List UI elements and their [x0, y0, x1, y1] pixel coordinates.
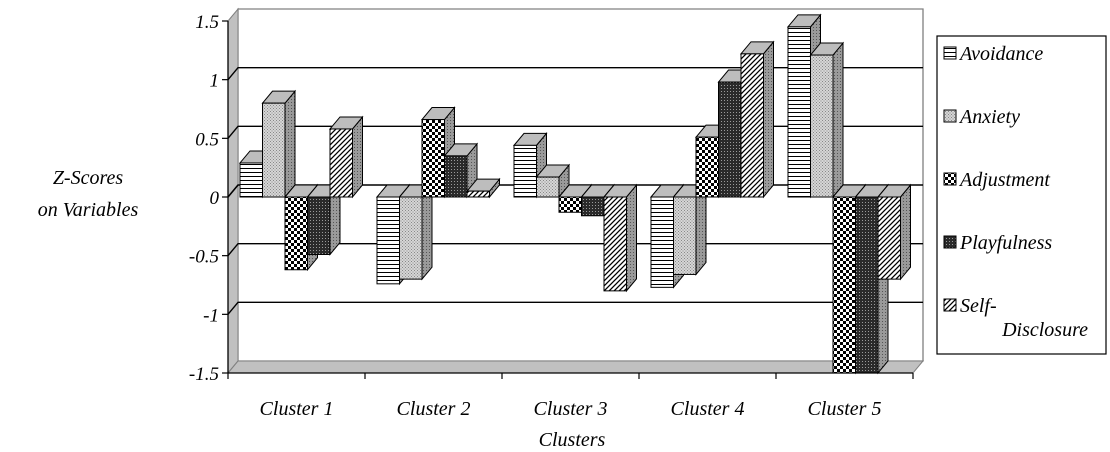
bar-playfulness — [306, 183, 342, 256]
bar-front — [329, 128, 353, 198]
y-tick-label: -1 — [203, 305, 219, 326]
legend-label: Adjustment — [958, 169, 1050, 191]
bar-front — [421, 119, 445, 198]
bar-front — [673, 196, 697, 275]
axes — [222, 20, 914, 379]
gridline — [227, 66, 923, 81]
bar-side — [421, 183, 433, 281]
legend-item-adjustment: Adjustment — [943, 169, 1050, 191]
bar-front — [513, 144, 537, 198]
x-axis-title: Clusters — [539, 429, 606, 451]
category-label: Cluster 1 — [260, 398, 334, 420]
bar-anxiety — [261, 89, 297, 199]
legend-swatch — [943, 298, 957, 312]
bar-front — [466, 190, 490, 198]
bar-front — [787, 26, 811, 198]
bar-side — [900, 183, 911, 281]
y-tick-label: 0 — [210, 188, 220, 209]
bar-anxiety — [672, 183, 708, 276]
bar-front — [536, 176, 560, 198]
bar-side — [284, 89, 296, 199]
legend-swatch — [943, 172, 957, 186]
bar-front — [740, 53, 764, 198]
legend-item-self-disclosure: Self-Disclosure — [943, 295, 1088, 341]
legend-label: Self- — [960, 295, 997, 317]
y-axis-title-line-1: Z-Scores — [53, 167, 124, 189]
legend-swatch — [943, 109, 957, 123]
bar-front — [877, 196, 901, 280]
bar-front — [832, 196, 856, 374]
floor — [226, 360, 925, 374]
bar-anxiety — [398, 183, 434, 281]
legend-item-avoidance: Avoidance — [943, 43, 1043, 65]
bar-front — [239, 162, 263, 198]
category-label: Cluster 5 — [808, 398, 882, 420]
y-axis-title-line-2: on Variables — [38, 199, 139, 221]
legend-box — [936, 35, 1107, 355]
bar-side — [626, 183, 637, 293]
gridline — [227, 125, 923, 139]
legend-label: Anxiety — [958, 106, 1020, 128]
bar-front — [718, 81, 742, 198]
bar-anxiety — [535, 163, 571, 199]
bar-self-disclosure — [328, 115, 364, 199]
gridline — [227, 301, 923, 315]
y-tick-label: 0.5 — [195, 129, 219, 150]
bar-front — [650, 196, 674, 288]
bar-front — [603, 196, 627, 292]
y-tick-label: -1.5 — [189, 364, 219, 385]
bar-side — [832, 41, 844, 199]
bar-front — [695, 136, 719, 198]
bar-front — [444, 155, 468, 198]
bar-front — [581, 196, 605, 217]
legend-item-anxiety: Anxiety — [943, 106, 1020, 128]
legend-item-playfulness: Playfulness — [943, 232, 1052, 254]
y-tick-label: -0.5 — [189, 247, 219, 268]
bar-side — [352, 115, 363, 199]
bar-front — [307, 196, 331, 255]
bar-side — [695, 183, 707, 276]
bar-side — [763, 40, 774, 199]
legend: Avoidance Anxiety Adjustment Playfulness Sel… — [936, 35, 1107, 355]
bar-self-disclosure — [876, 183, 912, 281]
bar-front — [558, 196, 582, 213]
y-tick-label: 1.5 — [195, 12, 219, 33]
bar-front — [399, 196, 423, 280]
y-tick-label: 1 — [210, 71, 220, 92]
bar-front — [855, 196, 879, 374]
bars — [238, 13, 912, 375]
bar-self-disclosure — [465, 177, 501, 199]
tick-labels: 1.5 1 0.5 0 -0.5 -1 -1.5 — [189, 12, 220, 385]
bar-self-disclosure — [602, 183, 638, 293]
category-label: Cluster 3 — [534, 398, 608, 420]
legend-swatch — [943, 46, 957, 60]
legend-swatch — [943, 235, 957, 249]
legend-label: Playfulness — [959, 232, 1052, 254]
category-label: Cluster 4 — [671, 398, 745, 420]
category-labels: Cluster 1 Cluster 2 Cluster 3 Cluster 4 Clus… — [260, 398, 882, 420]
bar-anxiety — [809, 41, 845, 199]
bar-front — [810, 54, 834, 198]
bar-self-disclosure — [739, 40, 775, 199]
category-label: Cluster 2 — [397, 398, 471, 420]
legend-label: Avoidance — [958, 43, 1043, 65]
bar-front — [376, 196, 400, 285]
bar-front — [262, 102, 286, 198]
legend-label: Disclosure — [1001, 319, 1088, 341]
bar-front — [284, 196, 308, 271]
